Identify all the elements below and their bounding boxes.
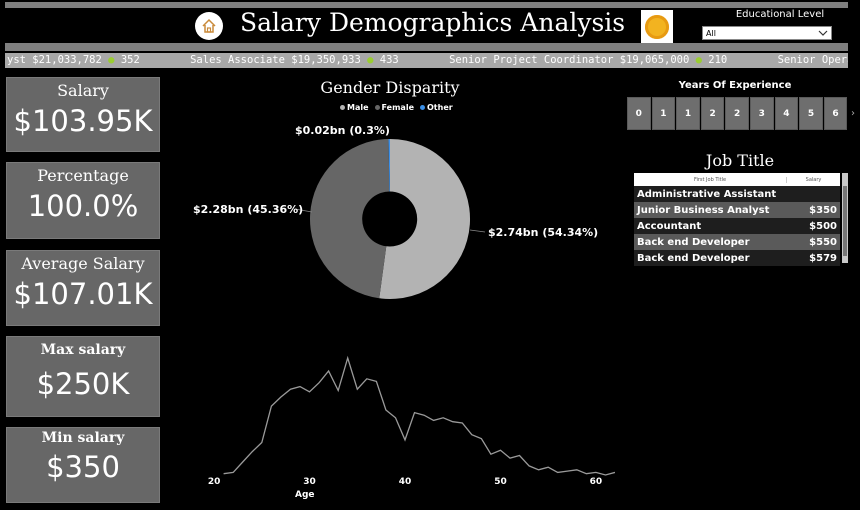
data-label-other: $0.02bn (0.3%) <box>295 124 390 137</box>
legend-item-male[interactable]: Male <box>340 103 369 112</box>
job-title-table: First Job Title Salary Administrative As… <box>634 173 840 266</box>
percentage-card: Percentage 100.0% <box>6 162 160 239</box>
gender-donut-chart <box>294 138 486 299</box>
home-button[interactable] <box>195 12 223 40</box>
yoe-button[interactable]: 4 <box>774 97 799 130</box>
years-of-experience-title: Years Of Experience <box>678 80 792 91</box>
donut-slice-female[interactable] <box>309 139 390 299</box>
header-divider <box>5 43 848 51</box>
dropdown-value: All <box>706 28 716 38</box>
job-salary-ticker: yst $21,033,782 ● 352 Sales Associate $1… <box>5 53 848 68</box>
max-salary-card: Max salary $250K <box>6 336 160 417</box>
yoe-button[interactable]: 3 <box>749 97 774 130</box>
legend-item-female[interactable]: Female <box>374 103 414 112</box>
ticker-item: Senior Project Coordinator $19,065,000 ●… <box>449 54 728 66</box>
educational-level-dropdown[interactable]: All <box>702 26 832 40</box>
ticker-item: Sales Associate $19,350,933 ● 433 <box>190 54 399 66</box>
column-header-job[interactable]: First Job Title <box>634 176 787 183</box>
chevron-right-icon[interactable]: › <box>851 108 855 119</box>
scrollbar-thumb[interactable] <box>843 186 847 256</box>
card-value: $107.01K <box>13 277 153 311</box>
chevron-down-icon <box>818 30 828 36</box>
coin-icon <box>645 15 669 39</box>
card-value: 100.0% <box>27 189 139 223</box>
slicer-label: Educational Level <box>735 9 825 20</box>
card-label: Percentage <box>37 166 129 185</box>
legend-swatch <box>374 105 380 110</box>
table-row[interactable]: Back end Developer $579 <box>634 250 840 266</box>
home-icon <box>202 18 216 33</box>
card-label: Salary <box>57 81 109 100</box>
logo <box>641 10 673 44</box>
donut-slice-other[interactable] <box>388 138 391 192</box>
page-title: Salary Demographics Analysis <box>240 8 626 37</box>
x-tick-label: 60 <box>590 477 603 487</box>
x-tick-label: 40 <box>399 477 412 487</box>
age-salary-line-chart: 20 30 40 50 60 Age <box>208 355 615 500</box>
top-divider <box>5 2 848 8</box>
data-label-female: $2.28bn (45.36%) <box>193 203 304 216</box>
legend-item-other[interactable]: Other <box>420 103 453 112</box>
series-line[interactable] <box>223 355 615 476</box>
card-value: $250K <box>36 367 130 401</box>
yoe-button[interactable]: 1 <box>676 97 700 130</box>
legend-swatch <box>340 105 345 110</box>
average-salary-card: Average Salary $107.01K <box>6 250 160 326</box>
yoe-button[interactable]: 1 <box>651 97 676 130</box>
x-tick-label: 20 <box>208 477 221 487</box>
x-tick-label: 30 <box>303 477 316 487</box>
table-row[interactable]: Accountant $500 <box>634 218 840 234</box>
table-header: First Job Title Salary <box>634 173 840 186</box>
gender-disparity-title: Gender Disparity <box>320 78 460 97</box>
table-row[interactable]: Back end Developer $550 <box>634 234 840 250</box>
salary-card: Salary $103.95K <box>6 77 160 152</box>
legend-swatch <box>420 105 425 110</box>
yoe-button[interactable]: 2 <box>700 97 725 130</box>
job-title-heading: Job Title <box>705 151 775 170</box>
yoe-button[interactable]: 6 <box>823 97 848 130</box>
yoe-button[interactable]: 2 <box>725 97 749 130</box>
gender-legend: Male Female Other <box>340 103 453 112</box>
yoe-button[interactable]: 0 <box>627 97 651 130</box>
min-salary-card: Min salary $350 <box>6 427 160 503</box>
card-label: Min salary <box>41 430 125 446</box>
column-header-salary[interactable]: Salary <box>805 176 822 183</box>
x-tick-label: 50 <box>494 477 507 487</box>
card-value: $103.95K <box>13 104 153 138</box>
donut-slice-male[interactable] <box>379 139 471 299</box>
x-axis-label: Age <box>295 490 315 500</box>
table-row[interactable]: Administrative Assistant <box>634 186 840 202</box>
years-of-experience-slicer: 0 1 1 2 2 3 4 5 6 <box>627 97 848 130</box>
card-label: Max salary <box>40 342 126 358</box>
table-row[interactable]: Junior Business Analyst $350 <box>634 202 840 218</box>
ticker-item: yst $21,033,782 ● 352 <box>7 54 140 66</box>
card-value: $350 <box>46 450 120 484</box>
ticker-item: Senior Operations <box>777 54 848 66</box>
data-label-male: $2.74bn (54.34%) <box>488 226 599 239</box>
card-label: Average Salary <box>21 254 145 273</box>
yoe-button[interactable]: 5 <box>799 97 823 130</box>
